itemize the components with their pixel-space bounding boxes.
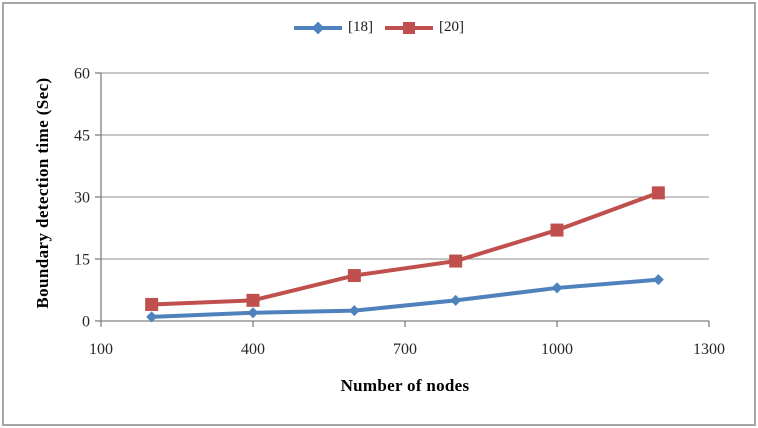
legend-item-series-18: [18] [294, 20, 373, 35]
legend-swatch-square-line [385, 21, 433, 35]
square-marker-icon [403, 21, 415, 34]
data-point-square [347, 269, 361, 283]
legend-item-series-20: [20] [385, 20, 464, 35]
legend-swatch-diamond-line [294, 21, 342, 35]
x-tick-label: 1000 [541, 341, 573, 358]
data-point-square [449, 254, 463, 268]
y-tick-label: 45 [74, 128, 90, 145]
data-point-diamond [652, 274, 664, 286]
data-point-diamond [247, 307, 259, 319]
legend-label-18: [18] [348, 19, 373, 35]
chart-legend: [18] [20] [0, 20, 758, 35]
data-point-square [246, 293, 260, 307]
x-axis-title: Number of nodes [340, 376, 470, 395]
data-point-diamond [348, 305, 360, 317]
data-point-diamond [450, 294, 462, 306]
y-tick-label: 15 [74, 252, 90, 269]
x-tick-label: 100 [89, 341, 113, 358]
data-point-square [651, 186, 665, 200]
x-tick-label: 700 [393, 341, 417, 358]
series-line-[20] [151, 190, 660, 307]
data-point-square [145, 297, 159, 311]
diamond-marker-icon [311, 21, 325, 34]
series-line-[18] [151, 277, 659, 319]
x-tick-label: 400 [241, 341, 265, 358]
legend-label-20: [20] [439, 19, 464, 35]
data-point-square [550, 223, 564, 237]
data-point-diamond [146, 311, 158, 323]
y-axis-title: Boundary detection time (Sec) [33, 77, 52, 309]
data-point-diamond [551, 282, 563, 294]
y-tick-label: 60 [74, 66, 90, 83]
x-tick-label: 1300 [693, 341, 725, 358]
y-tick-label: 30 [74, 190, 90, 207]
y-tick-label: 0 [82, 314, 90, 331]
